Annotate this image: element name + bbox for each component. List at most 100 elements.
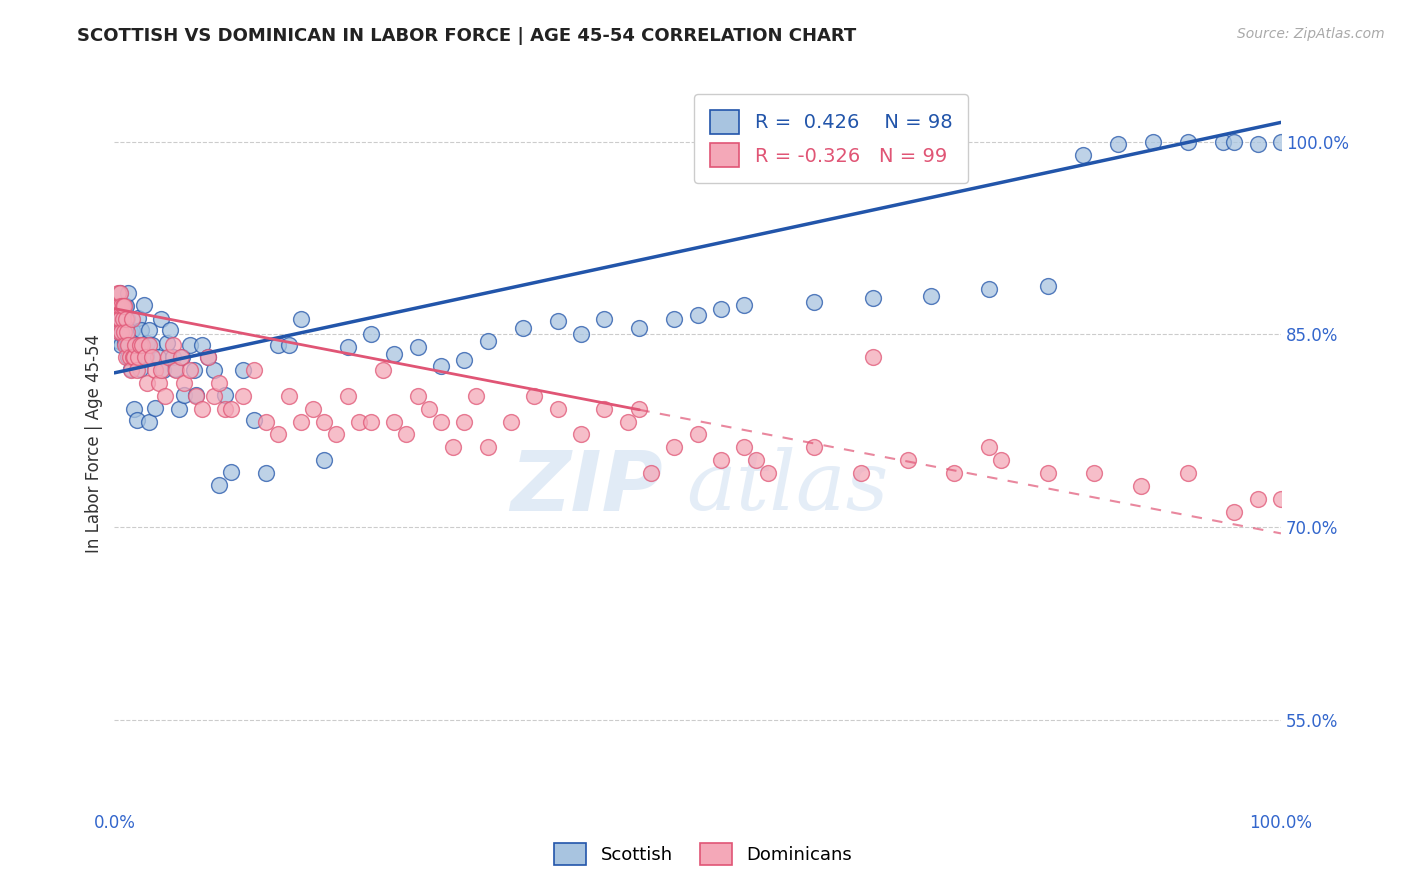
Point bbox=[214, 401, 236, 416]
Point bbox=[134, 351, 156, 365]
Point bbox=[569, 327, 592, 342]
Point bbox=[1177, 466, 1199, 480]
Point bbox=[107, 286, 129, 301]
Point bbox=[920, 289, 942, 303]
Point bbox=[243, 413, 266, 427]
Point bbox=[112, 325, 135, 339]
Point bbox=[110, 299, 132, 313]
Point bbox=[141, 351, 163, 365]
Point bbox=[120, 362, 142, 376]
Point bbox=[593, 401, 616, 416]
Point bbox=[148, 376, 170, 391]
Point bbox=[593, 312, 616, 326]
Point bbox=[110, 308, 132, 322]
Point bbox=[110, 312, 132, 326]
Point bbox=[183, 363, 205, 377]
Point bbox=[138, 337, 160, 351]
Point bbox=[135, 349, 157, 363]
Point bbox=[129, 337, 152, 351]
Point bbox=[382, 346, 405, 360]
Point bbox=[136, 376, 159, 391]
Point bbox=[184, 389, 207, 403]
Point bbox=[686, 308, 709, 322]
Point bbox=[803, 295, 825, 310]
Point bbox=[1036, 466, 1059, 480]
Point bbox=[243, 363, 266, 377]
Point bbox=[110, 308, 132, 322]
Point bbox=[360, 415, 382, 429]
Point bbox=[165, 363, 187, 377]
Point bbox=[120, 363, 142, 377]
Point bbox=[107, 301, 129, 316]
Point bbox=[141, 337, 163, 351]
Point bbox=[208, 376, 231, 391]
Point bbox=[979, 441, 1001, 455]
Point bbox=[118, 351, 141, 365]
Point bbox=[170, 351, 193, 365]
Point bbox=[115, 312, 138, 326]
Point bbox=[162, 351, 184, 365]
Point bbox=[1270, 135, 1292, 149]
Point bbox=[406, 340, 429, 354]
Point bbox=[136, 336, 159, 351]
Point bbox=[664, 312, 686, 326]
Point bbox=[111, 312, 134, 326]
Point bbox=[430, 415, 453, 429]
Point bbox=[125, 363, 148, 377]
Point bbox=[165, 362, 187, 376]
Point bbox=[111, 299, 134, 313]
Point bbox=[124, 337, 146, 351]
Point bbox=[110, 337, 132, 351]
Point bbox=[110, 326, 132, 340]
Text: ZIP: ZIP bbox=[510, 447, 662, 528]
Point bbox=[143, 363, 166, 377]
Point bbox=[349, 415, 371, 429]
Point bbox=[131, 337, 153, 351]
Point bbox=[512, 321, 534, 335]
Point bbox=[105, 317, 128, 331]
Point bbox=[943, 466, 966, 480]
Point bbox=[197, 351, 219, 365]
Point bbox=[686, 427, 709, 442]
Point bbox=[108, 299, 131, 313]
Point bbox=[143, 401, 166, 415]
Point bbox=[430, 359, 453, 374]
Point bbox=[278, 389, 301, 403]
Point bbox=[121, 312, 143, 326]
Point bbox=[110, 286, 132, 301]
Point bbox=[547, 314, 569, 328]
Point bbox=[108, 317, 131, 331]
Point bbox=[314, 453, 336, 467]
Point bbox=[254, 466, 277, 480]
Point bbox=[129, 323, 152, 337]
Point bbox=[278, 337, 301, 351]
Point bbox=[756, 466, 779, 480]
Point bbox=[108, 312, 131, 326]
Point bbox=[1177, 135, 1199, 149]
Point bbox=[127, 310, 149, 325]
Point bbox=[1223, 135, 1246, 149]
Point bbox=[745, 453, 768, 467]
Point bbox=[453, 415, 475, 429]
Point bbox=[127, 351, 149, 365]
Point bbox=[110, 325, 132, 339]
Point bbox=[1083, 466, 1105, 480]
Point bbox=[117, 337, 139, 351]
Point bbox=[453, 353, 475, 368]
Point bbox=[477, 441, 499, 455]
Point bbox=[710, 301, 733, 316]
Point bbox=[115, 351, 138, 365]
Point bbox=[290, 312, 312, 326]
Point bbox=[1246, 491, 1268, 506]
Point bbox=[441, 441, 464, 455]
Point bbox=[862, 291, 884, 305]
Point bbox=[336, 340, 359, 354]
Point bbox=[628, 401, 651, 416]
Point bbox=[179, 363, 201, 377]
Point bbox=[118, 325, 141, 339]
Point bbox=[219, 465, 242, 479]
Point bbox=[202, 363, 225, 377]
Point bbox=[167, 401, 190, 416]
Point bbox=[395, 427, 418, 442]
Point bbox=[117, 351, 139, 365]
